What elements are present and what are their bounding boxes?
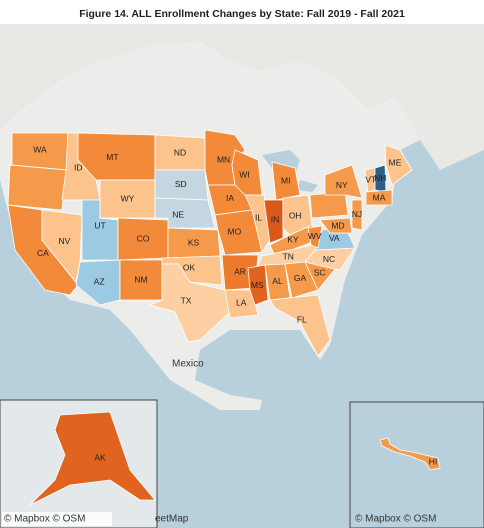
state [324, 164, 363, 199]
place-label: Mexico [172, 359, 204, 370]
state [379, 437, 441, 471]
state-label: VA [329, 233, 340, 243]
state-label: CA [37, 248, 49, 258]
state-label: IA [226, 193, 234, 203]
state [247, 264, 269, 306]
state-label: MA [373, 192, 386, 202]
state [224, 289, 259, 319]
state [351, 199, 363, 231]
state [309, 191, 349, 219]
state-label: NE [172, 209, 184, 219]
state-label: WA [33, 145, 47, 155]
state [269, 294, 331, 357]
state-label: NC [323, 254, 335, 264]
state [75, 259, 121, 306]
attribution: eetMap [155, 514, 189, 525]
state-label: GA [294, 273, 307, 283]
state [29, 411, 156, 506]
state [214, 209, 263, 256]
title: Figure 14. ALL Enrollment Changes by Sta… [79, 8, 405, 20]
state [244, 194, 271, 253]
state-label: NY [336, 180, 348, 190]
hawaii-inset [349, 401, 484, 528]
land-north [0, 24, 484, 170]
state-label: LA [236, 298, 247, 308]
state [271, 161, 301, 201]
state [263, 199, 284, 244]
state [307, 225, 323, 249]
state-label: HI [429, 456, 438, 466]
state-label: MO [228, 227, 242, 237]
state-label: AK [94, 452, 106, 462]
state-label: SC [314, 268, 326, 278]
state-label: MS [251, 280, 264, 290]
state-label: AL [272, 276, 283, 286]
state-label: WI [239, 169, 249, 179]
attribution-bg [2, 512, 112, 526]
state-label: NH [374, 173, 386, 183]
state-label: SD [175, 179, 187, 189]
state-label: OH [289, 210, 302, 220]
state-label: TN [283, 251, 294, 261]
state [148, 263, 231, 343]
state-label: FL [297, 314, 307, 324]
state [384, 144, 413, 186]
states: WA CA NV ID MT WY UT AZ CO NM ND SD NE KS OK TX MN IA MO AR… [7, 129, 413, 357]
attribution: © Mapbox © OSM [355, 514, 436, 525]
state-label: CO [137, 233, 150, 243]
state-label: AR [234, 266, 246, 276]
state-label: IN [271, 215, 280, 225]
inset-states: AK HI [29, 411, 441, 506]
state [304, 247, 356, 271]
state-label: ME [389, 157, 402, 167]
state-label: MD [331, 220, 344, 230]
state-label: VT [365, 174, 376, 184]
state-label: OK [183, 262, 196, 272]
state-label: MN [217, 154, 230, 164]
state-label: NV [58, 236, 70, 246]
state-label: AZ [94, 277, 105, 287]
state-label: NJ [352, 209, 362, 219]
state-label: UT [94, 221, 105, 231]
state-label: MT [106, 152, 118, 162]
state-label: KS [188, 237, 200, 247]
state-label: MI [281, 176, 290, 186]
state [319, 217, 353, 234]
state-label: IL [255, 213, 262, 223]
state-label: KY [287, 234, 299, 244]
state-label: ID [74, 162, 83, 172]
attribution: © Mapbox © OSM [4, 514, 85, 525]
state [7, 164, 67, 211]
state-label: WV [308, 231, 322, 241]
state-label: TX [181, 295, 192, 305]
state-label: ND [174, 148, 186, 158]
state-label: WY [121, 193, 135, 203]
state-label: NM [134, 274, 147, 284]
state [365, 189, 393, 206]
